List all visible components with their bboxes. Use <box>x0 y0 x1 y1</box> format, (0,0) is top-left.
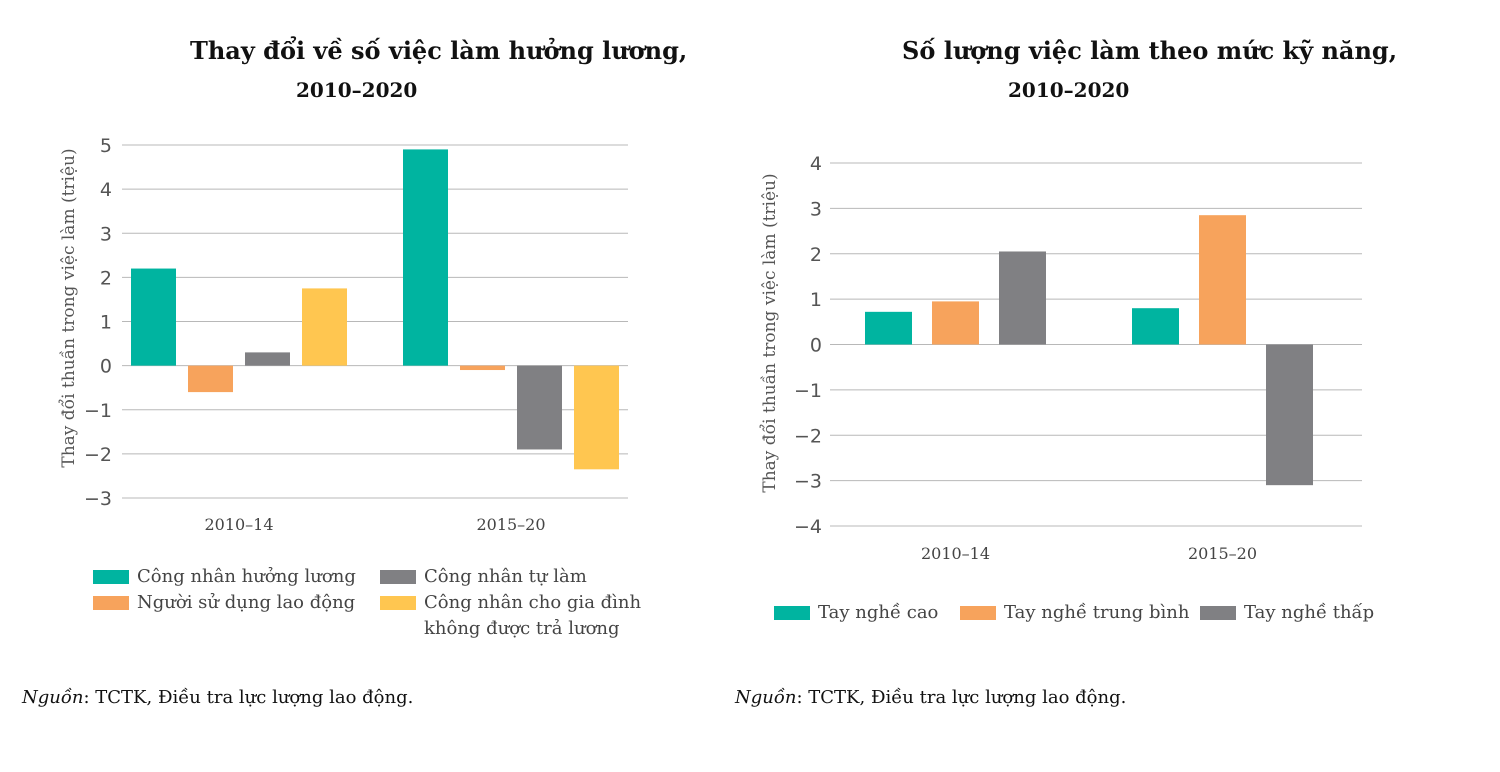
x-category-label: 2015–20 <box>476 515 545 534</box>
y-tick-label: 0 <box>810 335 822 357</box>
legend-item-unpaid-family-workers: Công nhân cho gia đình không được trả lư… <box>380 590 641 642</box>
y-tick-label: −3 <box>794 471 822 493</box>
source-text: : TCTK, Điều tra lực lượng lao động. <box>83 687 414 708</box>
chart-title: Thay đổi về số việc làm hưởng lương, <box>190 36 688 65</box>
bar <box>131 268 176 366</box>
y-tick-label: −2 <box>794 425 822 447</box>
legend-swatch <box>380 596 416 610</box>
bar <box>188 365 233 393</box>
y-tick-label: 0 <box>100 356 112 378</box>
legend-swatch <box>93 570 129 584</box>
legend-label: Tay nghề trung bình <box>1004 602 1190 623</box>
bar <box>1266 344 1313 486</box>
y-tick-label: 5 <box>100 135 112 157</box>
chart-subtitle: 2010–2020 <box>1008 78 1130 102</box>
y-tick-label: −2 <box>84 444 112 466</box>
legend-swatch <box>93 596 129 610</box>
chart-subtitle: 2010–2020 <box>296 78 418 102</box>
source-note: Nguồn: TCTK, Điều tra lực lượng lao động… <box>735 687 1126 708</box>
legend-item-high-skill: Tay nghề cao <box>774 600 938 626</box>
bar-chart-skill-level-jobs: −4 −3 −2 −1 0 1 2 3 4 Thay đổi thuần trong việc l… <box>760 153 1362 563</box>
y-tick-label: 1 <box>810 289 822 311</box>
y-tick-label: 4 <box>810 153 822 175</box>
bar <box>574 365 619 470</box>
y-tick-label: 4 <box>100 179 112 201</box>
legend-label: Tay nghề cao <box>818 602 939 623</box>
legend-swatch <box>380 570 416 584</box>
legend-item-low-skill: Tay nghề thấp <box>1200 600 1374 626</box>
legend-swatch <box>774 606 810 620</box>
source-prefix: Nguồn <box>735 687 797 708</box>
legend-label: Tay nghề thấp <box>1244 602 1375 623</box>
chart-panel-right: Số lượng việc làm theo mức kỹ năng, 2010… <box>735 0 1500 772</box>
bar <box>1199 215 1246 345</box>
source-prefix: Nguồn <box>22 687 84 708</box>
x-category-label: 2010–14 <box>921 544 990 563</box>
y-tick-label: −1 <box>794 380 822 402</box>
bar-chart-wage-jobs: −3 −2 −1 0 1 2 3 4 5 Thay đổi thuần trong việc là… <box>59 135 628 534</box>
legend-label: Người sử dụng lao động <box>137 592 356 613</box>
source-text: : TCTK, Điều tra lực lượng lao động. <box>796 687 1127 708</box>
legend-label: Công nhân cho gia đình không được trả lư… <box>424 590 641 642</box>
y-tick-label: −4 <box>794 516 822 538</box>
legend-label: Công nhân tự làm <box>424 566 587 587</box>
bar <box>1132 308 1179 345</box>
legend-swatch <box>1200 606 1236 620</box>
legend-item-wage-workers: Công nhân hưởng lương <box>93 564 356 590</box>
y-tick-label: 2 <box>810 244 822 266</box>
bar <box>865 311 912 345</box>
legend-label-line2: không được trả lương <box>424 618 620 639</box>
y-axis-label: Thay đổi thuần trong việc làm (triệu) <box>59 148 79 467</box>
bar <box>302 288 347 366</box>
y-tick-label: 2 <box>100 267 112 289</box>
bar <box>932 301 979 345</box>
chart-title: Số lượng việc làm theo mức kỹ năng, <box>902 36 1398 65</box>
y-axis-label: Thay đổi thuần trong việc làm (triệu) <box>760 173 780 492</box>
x-category-label: 2015–20 <box>1188 544 1257 563</box>
x-category-label: 2010–14 <box>204 515 273 534</box>
y-tick-label: 1 <box>100 312 112 334</box>
bar <box>460 365 505 371</box>
chart-panel-left: Thay đổi về số việc làm hưởng lương, 201… <box>22 36 688 708</box>
source-note: Nguồn: TCTK, Điều tra lực lượng lao động… <box>22 687 413 708</box>
y-tick-label: 3 <box>100 223 112 245</box>
legend-label: Công nhân hưởng lương <box>137 566 356 587</box>
y-tick-label: −3 <box>84 488 112 510</box>
bar <box>517 365 562 450</box>
y-tick-label: 3 <box>810 198 822 220</box>
legend-item-medium-skill: Tay nghề trung bình <box>960 600 1189 626</box>
legend-swatch <box>960 606 996 620</box>
bar <box>999 251 1046 345</box>
bar <box>403 149 448 366</box>
legend-label-line1: Công nhân cho gia đình <box>424 592 642 613</box>
legend-item-self-employed: Công nhân tự làm <box>380 564 587 590</box>
legend-item-employers: Người sử dụng lao động <box>93 590 355 616</box>
y-tick-label: −1 <box>84 400 112 422</box>
bar <box>245 352 290 366</box>
